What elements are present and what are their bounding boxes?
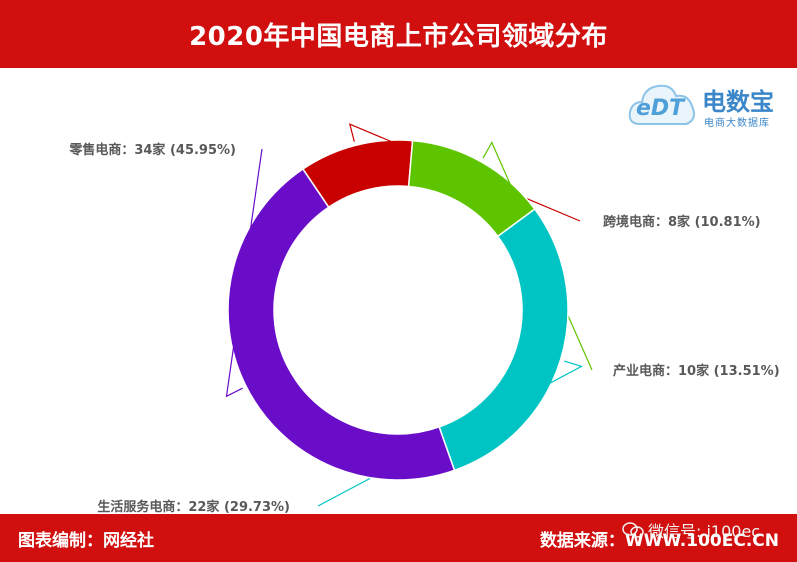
logo-mark: eDT [636,96,685,121]
chart-title: 2020年中国电商上市公司领域分布 [189,21,608,52]
donut-slice-0 [227,168,456,481]
leader-line-0 [225,148,263,398]
chart-header: 2020年中国电商上市公司领域分布 [0,0,797,68]
footer-author: 图表编制：网经社 [18,531,154,551]
chart-footer: 图表编制：网经社 数据来源：WWW.100EC.CN [0,514,797,562]
donut-chart: 跨境电商：8家 (10.81%) 产业电商：10家 (13.51%) 生活服务电商：… [68,123,780,514]
logo-tagline: 电商大数据库 [704,118,770,129]
wechat-icon [622,522,644,538]
cloud-icon [628,84,695,125]
slice-label-0: 零售电商：34家 (45.95%) [68,142,236,158]
wechat-id: 微信号: i100ec [648,522,761,541]
slice-label-1: 跨境电商：8家 (10.81%) [603,214,761,230]
slice-label-2: 产业电商：10家 (13.51%) [613,363,780,379]
slice-label-3: 生活服务电商：22家 (29.73%) [97,499,290,514]
chart-area: 跨境电商：8家 (10.81%) 产业电商：10家 (13.51%) 生活服务电商：… [0,68,797,514]
wechat-watermark: 微信号: i100ec [622,518,760,542]
edt-logo: eDT 电数宝 电商大数据库 [626,74,790,136]
footer-source: 数据来源：WWW.100EC.CN [539,531,779,551]
logo-brand: 电数宝 [702,88,774,116]
donut-slice-3 [438,207,569,472]
donut-slice-2 [407,139,536,238]
